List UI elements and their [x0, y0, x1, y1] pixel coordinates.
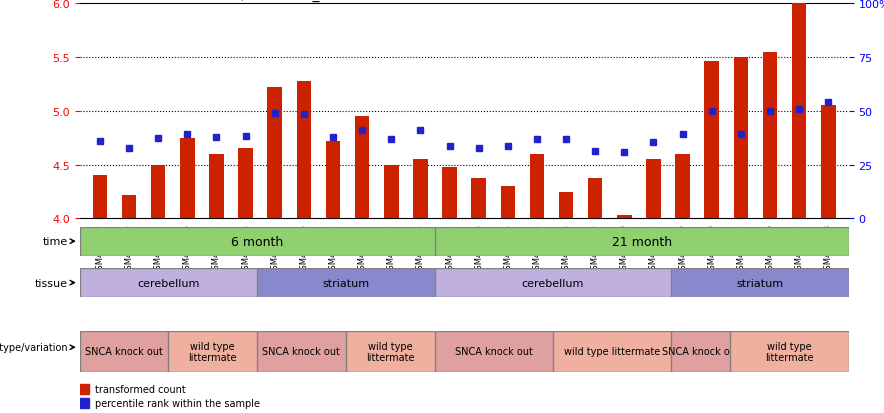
- Text: wild type
littermate: wild type littermate: [766, 341, 814, 362]
- FancyBboxPatch shape: [257, 268, 435, 297]
- Text: GDS4153 / 1439195_at: GDS4153 / 1439195_at: [171, 0, 333, 2]
- FancyArrowPatch shape: [70, 281, 74, 285]
- Bar: [646, 160, 660, 219]
- Bar: [559, 192, 574, 219]
- Bar: [239, 149, 253, 219]
- Text: SNCA knock out: SNCA knock out: [263, 347, 340, 356]
- Bar: [210, 154, 224, 219]
- Bar: [763, 52, 777, 219]
- Bar: [268, 88, 282, 219]
- Text: cerebellum: cerebellum: [137, 278, 200, 288]
- Text: time: time: [42, 237, 68, 247]
- Text: cerebellum: cerebellum: [522, 278, 584, 288]
- FancyBboxPatch shape: [435, 227, 849, 256]
- Bar: [675, 154, 690, 219]
- Bar: [705, 62, 719, 219]
- Text: SNCA knock out: SNCA knock out: [454, 347, 533, 356]
- Text: wild type
littermate: wild type littermate: [366, 341, 415, 362]
- FancyBboxPatch shape: [80, 268, 257, 297]
- Bar: [734, 58, 748, 219]
- Text: genotype/variation: genotype/variation: [0, 342, 68, 352]
- FancyBboxPatch shape: [257, 331, 346, 372]
- Bar: [792, 4, 806, 219]
- Bar: [617, 216, 631, 219]
- Text: wild type littermate: wild type littermate: [564, 347, 660, 356]
- FancyBboxPatch shape: [671, 331, 730, 372]
- Bar: [180, 138, 194, 219]
- Bar: [588, 178, 603, 219]
- Bar: [297, 81, 311, 219]
- FancyArrowPatch shape: [70, 345, 74, 350]
- FancyBboxPatch shape: [730, 331, 849, 372]
- Text: striatum: striatum: [322, 278, 370, 288]
- Bar: [471, 178, 486, 219]
- Text: wild type
littermate: wild type littermate: [188, 341, 237, 362]
- FancyBboxPatch shape: [80, 331, 168, 372]
- Bar: [500, 187, 515, 219]
- Bar: [413, 160, 428, 219]
- Bar: [821, 106, 835, 219]
- Text: transformed count: transformed count: [95, 384, 186, 394]
- FancyBboxPatch shape: [435, 331, 552, 372]
- Text: SNCA knock out: SNCA knock out: [662, 347, 740, 356]
- FancyBboxPatch shape: [168, 331, 257, 372]
- Bar: [151, 165, 165, 219]
- FancyBboxPatch shape: [671, 268, 849, 297]
- FancyBboxPatch shape: [346, 331, 435, 372]
- FancyArrowPatch shape: [70, 240, 74, 244]
- Text: striatum: striatum: [736, 278, 783, 288]
- Text: tissue: tissue: [34, 278, 68, 288]
- Bar: [354, 117, 370, 219]
- Text: 6 month: 6 month: [231, 235, 283, 248]
- Text: SNCA knock out: SNCA knock out: [85, 347, 163, 356]
- Bar: [93, 176, 107, 219]
- FancyBboxPatch shape: [80, 227, 435, 256]
- Text: percentile rank within the sample: percentile rank within the sample: [95, 398, 260, 408]
- Bar: [530, 154, 545, 219]
- Text: 21 month: 21 month: [612, 235, 672, 248]
- Bar: [122, 195, 136, 219]
- FancyBboxPatch shape: [435, 268, 671, 297]
- Bar: [442, 167, 457, 219]
- FancyBboxPatch shape: [552, 331, 671, 372]
- Bar: [384, 165, 399, 219]
- Bar: [325, 142, 340, 219]
